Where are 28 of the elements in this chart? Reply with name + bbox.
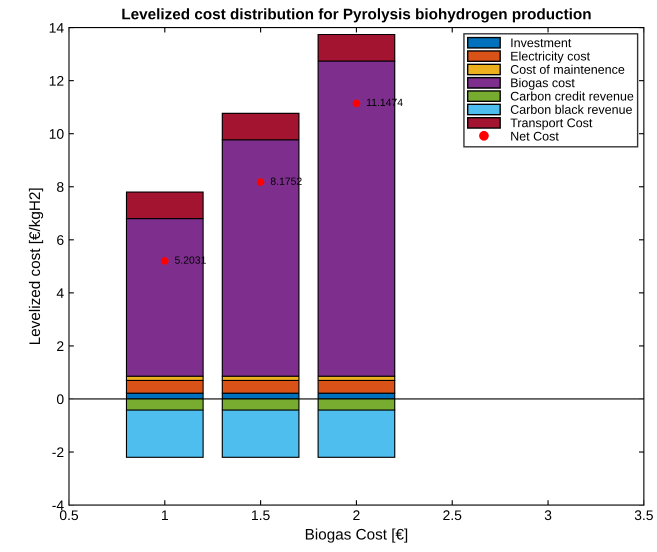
x-tick-label: 1 xyxy=(162,510,168,520)
legend-label: Electricity cost xyxy=(511,51,590,64)
chart-title: Levelized cost distribution for Pyrolysis biohydrogen production xyxy=(122,8,591,23)
y-tick-label: -4 xyxy=(52,500,64,510)
x-axis-title: Biogas Cost [€] xyxy=(306,528,408,543)
x-tick-label: 0.5 xyxy=(60,510,78,520)
legend-label: Investment xyxy=(511,38,572,48)
y-axis-title: Levelized cost [€/kgH2] xyxy=(28,188,44,344)
y-tick-label: -2 xyxy=(52,447,64,458)
legend-label: Biogas cost xyxy=(511,78,575,90)
legend-label: Cost of maintenence xyxy=(510,64,624,74)
y-tick-label: 10 xyxy=(50,129,64,139)
y-tick-label: 2 xyxy=(57,341,64,351)
legend-label: Transport Cost xyxy=(510,118,592,130)
x-tick-label: 3 xyxy=(544,510,552,520)
x-tick-label: 3.5 xyxy=(634,510,653,520)
x-tick-label: 2.5 xyxy=(443,510,462,520)
y-tick-label: 14 xyxy=(50,23,64,33)
legend-label: Carbon credit revenue xyxy=(510,91,634,101)
y-tick-label: 4 xyxy=(56,288,64,298)
y-tick-label: 6 xyxy=(57,235,64,245)
y-tick-label: 8 xyxy=(57,182,64,192)
y-tick-label: 12 xyxy=(50,76,64,86)
x-tick-label: 2 xyxy=(353,510,360,520)
legend-label: Carbon black revenue xyxy=(510,104,632,114)
x-tick-label: 1.5 xyxy=(252,510,270,520)
legend-label: Net Cost xyxy=(511,132,559,141)
y-tick-label: 0 xyxy=(56,394,64,404)
